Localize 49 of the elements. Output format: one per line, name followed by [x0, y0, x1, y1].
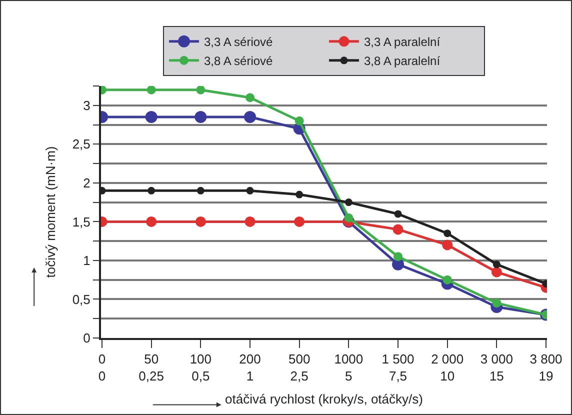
point [196, 186, 204, 194]
point [145, 111, 158, 124]
point [246, 186, 254, 194]
y-tick-label: 2,5 [72, 136, 90, 152]
x-tick-label: 200 1 [239, 352, 261, 384]
y-tick-label: 0,5 [72, 292, 90, 307]
x-axis-title: otáčivá rychlost (kroky/s, otáčky/s) [225, 392, 423, 407]
point [491, 266, 502, 278]
legend-label: 3,3 A paralelní [364, 35, 441, 50]
point [195, 216, 206, 227]
point [196, 86, 206, 94]
point [146, 216, 157, 227]
legend-label: 3,3 A sériové [204, 35, 274, 50]
y-tick-label: 1 [83, 253, 90, 268]
point [442, 275, 452, 284]
x-tick-label: 100 0,5 [190, 352, 212, 384]
point [294, 216, 305, 227]
x-tick-label: 1 500 7,5 [382, 352, 414, 384]
x-tick-label: 3 000 15 [480, 352, 513, 384]
point [344, 213, 354, 222]
legend-label: 3,8 A paralelní [364, 54, 441, 68]
y-tick-label: 1,5 [72, 214, 90, 230]
legend-label: 3,8 A sériové [204, 54, 274, 68]
point [394, 252, 402, 262]
x-tick-label: 1000 5 [334, 352, 364, 384]
y-tick-label: 3 [83, 98, 90, 113]
point [146, 86, 156, 94]
point [296, 190, 304, 198]
x-tick-label: 0 0 [98, 352, 106, 384]
point [492, 260, 500, 268]
y-tick-label: 0 [83, 330, 90, 346]
y-tick-label: 2 [83, 175, 90, 190]
x-tick-label: 2 000 10 [431, 352, 464, 384]
x-tick-label: 500 2,5 [288, 352, 310, 384]
point [394, 210, 402, 218]
point [492, 298, 502, 308]
point [244, 216, 256, 227]
point [294, 116, 304, 126]
point [244, 111, 256, 124]
point [246, 93, 254, 102]
point [344, 198, 352, 206]
point [444, 230, 452, 238]
point [392, 224, 404, 235]
x-tick-label: 50 0,25 [138, 352, 164, 384]
point [442, 240, 453, 250]
point [194, 111, 207, 124]
y-axis-title: točivý moment (mN·m) [42, 146, 58, 278]
point [148, 186, 156, 194]
x-tick-label: 3 800 19 [530, 352, 562, 384]
